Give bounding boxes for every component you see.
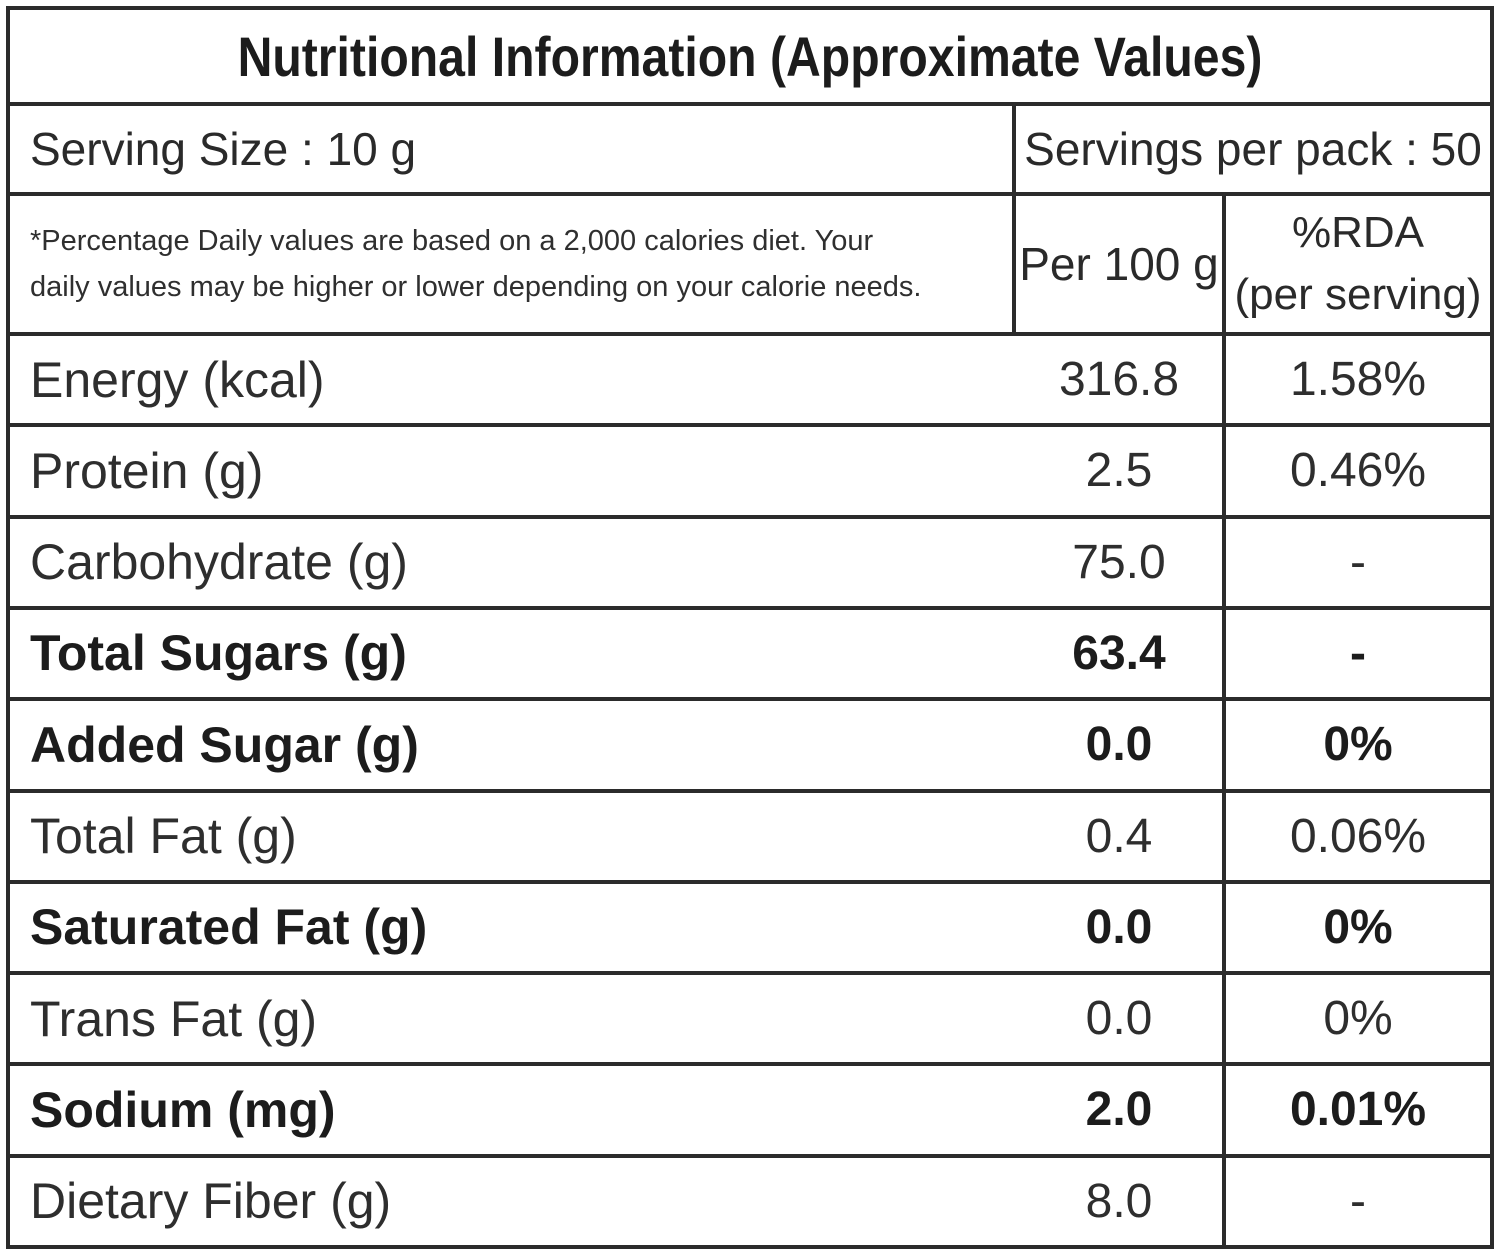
nutrient-rda: - bbox=[1350, 626, 1366, 680]
nutrient-value-per-100g: 0.0 bbox=[1085, 718, 1153, 772]
per-100g-header: Per 100 g bbox=[1019, 238, 1219, 290]
serving-size: Serving Size : 10 g bbox=[30, 123, 417, 175]
nutrient-rda: 0% bbox=[1323, 900, 1393, 954]
nutrient-value-per-100g: 0.0 bbox=[1085, 992, 1153, 1046]
row-divider bbox=[10, 1153, 1490, 1158]
nutrient-rda: 0.06% bbox=[1289, 809, 1427, 863]
nutrient-value-per-100g: 8.0 bbox=[1085, 1174, 1153, 1228]
nutrient-label: Total Sugars (g) bbox=[30, 625, 407, 682]
nutrient-label: Total Fat (g) bbox=[30, 808, 297, 864]
nutrient-rda: 0.46% bbox=[1289, 444, 1427, 498]
nutrient-label: Trans Fat (g) bbox=[30, 990, 318, 1047]
row-divider bbox=[10, 605, 1490, 610]
nutrient-label: Dietary Fiber (g) bbox=[30, 1173, 392, 1230]
nutrient-value-per-100g: 63.4 bbox=[1072, 626, 1166, 680]
daily-values-note: *Percentage Daily values are based on a … bbox=[10, 196, 1012, 332]
nutrient-value-per-100g: 0.4 bbox=[1085, 809, 1153, 863]
nutrient-rda: - bbox=[1350, 535, 1366, 589]
note-line: daily values may be higher or lower depe… bbox=[30, 271, 922, 303]
nutrient-rda: 1.58% bbox=[1289, 353, 1427, 406]
divider bbox=[10, 192, 1490, 196]
nutrient-label: Carbohydrate (g) bbox=[30, 534, 408, 591]
servings-per-pack: Servings per pack : 50 bbox=[1024, 123, 1482, 175]
column-divider bbox=[1012, 106, 1016, 336]
nutrition-table: Nutritional Information (Approximate Val… bbox=[6, 6, 1494, 1249]
row-divider bbox=[10, 514, 1490, 519]
nutrient-rda: - bbox=[1350, 1174, 1366, 1228]
nutrient-rda: 0% bbox=[1323, 992, 1393, 1046]
nutrient-rda: 0.01% bbox=[1289, 1083, 1427, 1137]
rda-header: %RDA (per serving) bbox=[1226, 196, 1490, 332]
nutrient-value-per-100g: 2.5 bbox=[1085, 444, 1153, 498]
row-divider bbox=[10, 971, 1490, 976]
rda-header-line: %RDA bbox=[1291, 208, 1425, 257]
nutrient-label: Added Sugar (g) bbox=[30, 716, 419, 773]
row-divider bbox=[10, 1062, 1490, 1067]
column-divider bbox=[1222, 196, 1226, 1249]
nutrient-value-per-100g: 316.8 bbox=[1058, 353, 1180, 406]
nutrient-value-per-100g: 75.0 bbox=[1072, 535, 1166, 589]
nutrient-label: Sodium (mg) bbox=[30, 1081, 336, 1138]
nutrient-label: Protein (g) bbox=[30, 442, 264, 499]
table-title: Nutritional Information (Approximate Val… bbox=[237, 24, 1263, 88]
note-line: *Percentage Daily values are based on a … bbox=[30, 225, 874, 257]
nutrient-rda: 0% bbox=[1323, 718, 1393, 772]
row-divider bbox=[10, 423, 1490, 428]
divider bbox=[10, 332, 1490, 336]
nutrient-label: Saturated Fat (g) bbox=[30, 899, 428, 956]
row-divider bbox=[10, 697, 1490, 702]
nutrient-label: Energy (kcal) bbox=[30, 351, 325, 408]
row-divider bbox=[10, 788, 1490, 793]
divider bbox=[10, 102, 1490, 106]
rda-header-line: (per serving) bbox=[1234, 270, 1482, 319]
row-divider bbox=[10, 879, 1490, 884]
nutrient-value-per-100g: 2.0 bbox=[1085, 1083, 1153, 1137]
nutrient-value-per-100g: 0.0 bbox=[1085, 900, 1153, 954]
